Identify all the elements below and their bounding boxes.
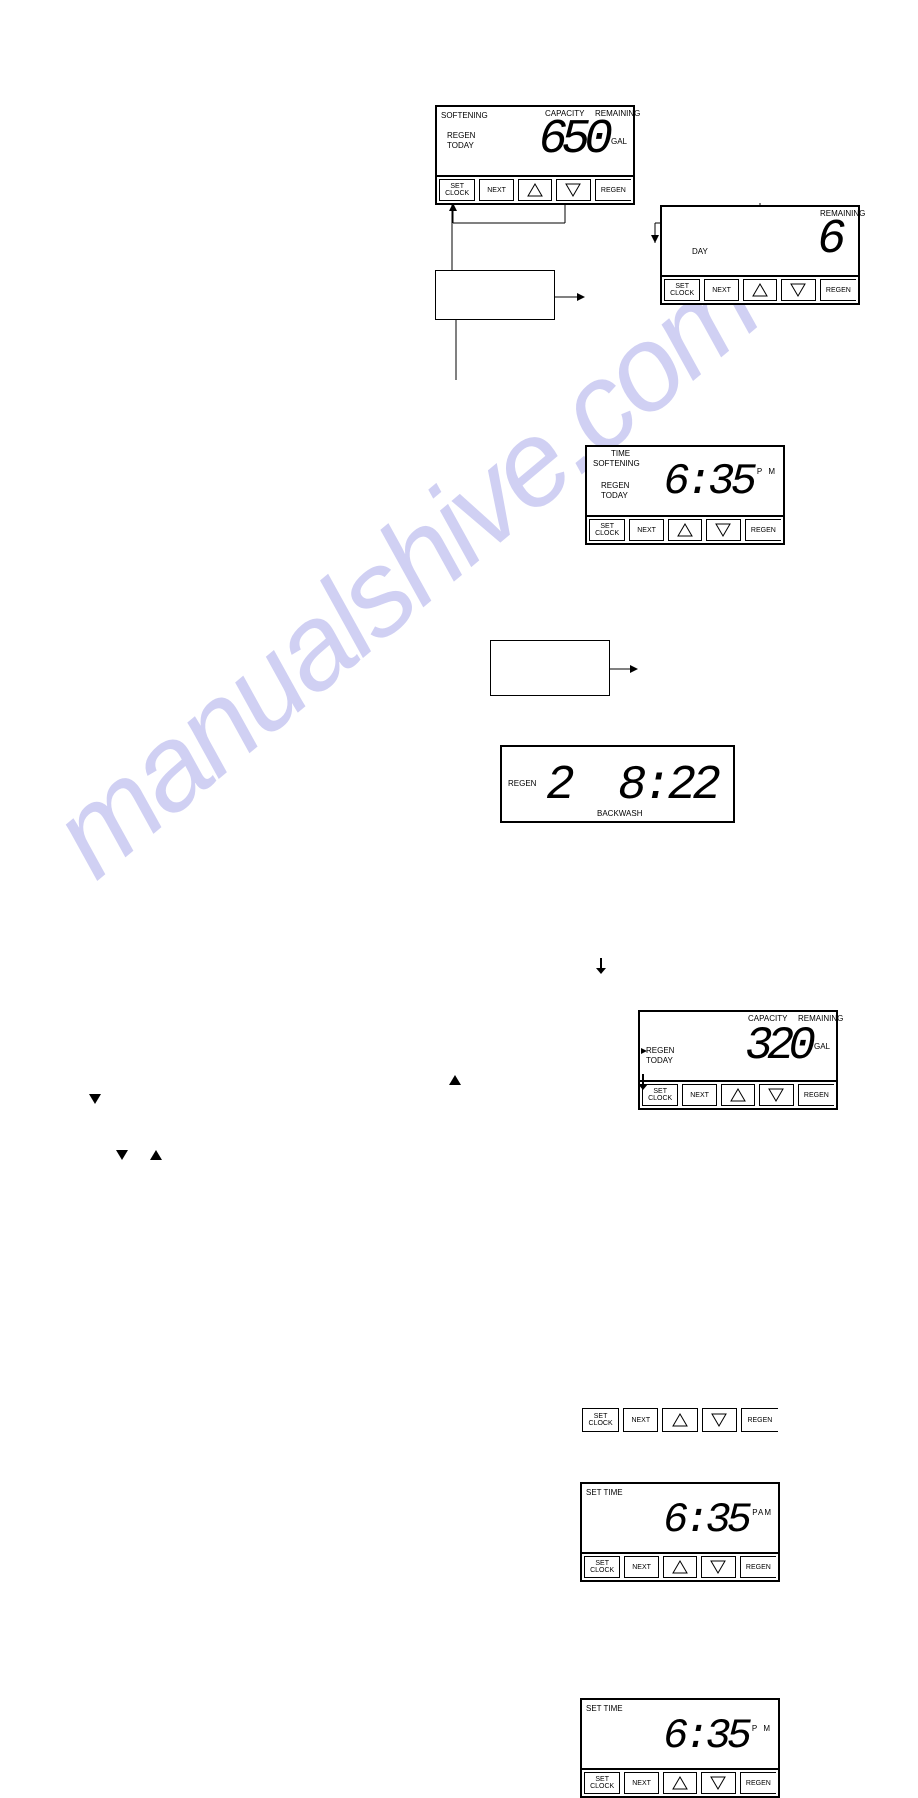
connector-arrow [555, 293, 585, 301]
button-row: SETCLOCK NEXT REGEN [662, 275, 858, 303]
label-regen: REGEN [447, 131, 475, 140]
label-day: DAY [692, 247, 708, 256]
connector-up-arrow [452, 320, 460, 380]
display-days-remaining: REMAINING DAY 6 SETCLOCK NEXT REGEN [660, 205, 860, 305]
set-clock-button[interactable]: SETCLOCK [584, 1772, 620, 1794]
label-regen: REGEN [601, 481, 629, 490]
connector-up [448, 205, 456, 270]
down-button[interactable] [781, 279, 815, 301]
button-row: SETCLOCK NEXT REGEN [580, 1406, 780, 1434]
value-time: 6:35 [663, 457, 753, 507]
regen-button[interactable]: REGEN [745, 519, 781, 541]
regen-button[interactable]: REGEN [740, 1772, 776, 1794]
next-button[interactable]: NEXT [623, 1408, 658, 1432]
label-today: TODAY [646, 1056, 673, 1065]
next-button[interactable]: NEXT [479, 179, 513, 201]
value-time: 8:22 [618, 759, 717, 813]
display-time-softening: TIME SOFTENING REGEN TODAY P M 6:35 SETC… [585, 445, 785, 545]
down-triangle-icon [89, 1094, 101, 1104]
value-capacity: 320 [745, 1020, 810, 1072]
display-capacity-remaining: SOFTENING CAPACITY REMAINING REGEN TODAY… [435, 105, 635, 205]
regen-button[interactable]: REGEN [741, 1408, 778, 1432]
empty-box-1 [435, 270, 555, 320]
down-button[interactable] [759, 1084, 793, 1106]
regen-button[interactable]: REGEN [595, 179, 631, 201]
set-clock-button[interactable]: SETCLOCK [584, 1556, 620, 1578]
down-button[interactable] [701, 1772, 735, 1794]
label-today: TODAY [447, 141, 474, 150]
label-gal: GAL [611, 137, 627, 146]
button-row-standalone: SETCLOCK NEXT REGEN [580, 1406, 780, 1434]
value-days: 6 [817, 213, 846, 267]
display-settime-pm: SET TIME P M 6:35 SETCLOCK NEXT REGEN [580, 1698, 780, 1798]
value-step: 2 [546, 759, 575, 813]
label-gal: GAL [814, 1042, 830, 1051]
set-clock-button[interactable]: SETCLOCK [439, 179, 475, 201]
label-settime: SET TIME [586, 1488, 623, 1497]
button-row: SETCLOCK NEXT REGEN [582, 1768, 778, 1796]
up-button[interactable] [663, 1556, 697, 1578]
value-capacity: 650 [539, 113, 607, 167]
up-triangle-icon [150, 1150, 162, 1160]
label-softening: SOFTENING [441, 111, 488, 120]
up-button[interactable] [518, 179, 552, 201]
button-row: SETCLOCK NEXT REGEN [587, 515, 783, 543]
empty-box-2 [490, 640, 610, 696]
label-today: TODAY [601, 491, 628, 500]
next-button[interactable]: NEXT [629, 519, 663, 541]
label-settime: SET TIME [586, 1704, 623, 1713]
display-regen-backwash: REGEN BACKWASH 2 8:22 [500, 745, 735, 823]
down-button[interactable] [701, 1556, 735, 1578]
set-clock-button[interactable]: SETCLOCK [664, 279, 700, 301]
regen-button[interactable]: REGEN [798, 1084, 834, 1106]
down-triangle-icon [116, 1150, 128, 1160]
up-button[interactable] [662, 1408, 697, 1432]
display-capacity-320: CAPACITY REMAINING REGEN TODAY GAL 320 S… [638, 1010, 838, 1110]
label-time: TIME [611, 449, 630, 458]
value-time: 6:35 [663, 1712, 748, 1760]
up-button[interactable] [721, 1084, 755, 1106]
button-row: SETCLOCK NEXT REGEN [437, 175, 633, 203]
next-button[interactable]: NEXT [624, 1556, 658, 1578]
set-clock-button[interactable]: SETCLOCK [582, 1408, 619, 1432]
down-button[interactable] [702, 1408, 737, 1432]
button-row: SETCLOCK NEXT REGEN [582, 1552, 778, 1580]
label-regen: REGEN [646, 1046, 674, 1055]
up-button[interactable] [743, 279, 777, 301]
regen-button[interactable]: REGEN [740, 1556, 776, 1578]
up-triangle-icon [449, 1075, 461, 1085]
regen-button[interactable]: REGEN [820, 279, 856, 301]
label-softening: SOFTENING [593, 459, 640, 468]
set-clock-button[interactable]: SETCLOCK [589, 519, 625, 541]
up-button[interactable] [668, 519, 702, 541]
indicator-arrow-icon [641, 1048, 647, 1054]
value-time: 6:35 [663, 1496, 748, 1544]
connector-arrow-2 [610, 665, 638, 673]
label-pm: P M [752, 1724, 772, 1733]
down-arrow-icon [638, 1074, 648, 1090]
down-arrow-icon [596, 958, 606, 974]
next-button[interactable]: NEXT [704, 279, 738, 301]
next-button[interactable]: NEXT [682, 1084, 716, 1106]
down-button[interactable] [556, 179, 590, 201]
down-button[interactable] [706, 519, 740, 541]
label-pm: P M [757, 467, 777, 476]
display-settime-pam: SET TIME PAM 6:35 SETCLOCK NEXT REGEN [580, 1482, 780, 1582]
up-button[interactable] [663, 1772, 697, 1794]
next-button[interactable]: NEXT [624, 1772, 658, 1794]
label-pam: PAM [752, 1508, 772, 1517]
label-regen: REGEN [508, 779, 536, 788]
button-row: SETCLOCK NEXT REGEN [640, 1080, 836, 1108]
